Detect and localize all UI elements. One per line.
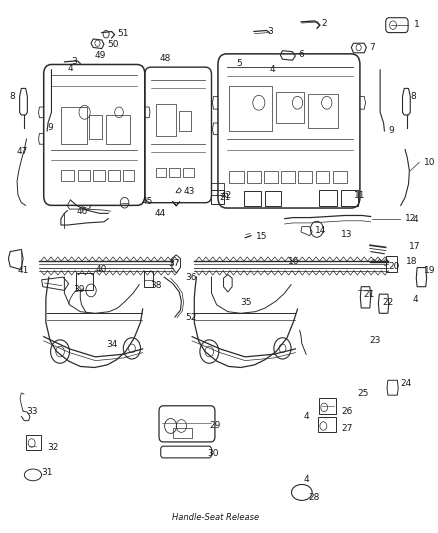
Bar <box>211 190 224 204</box>
Text: 5: 5 <box>237 59 242 68</box>
Text: 3: 3 <box>268 27 273 36</box>
Bar <box>26 435 41 450</box>
Bar <box>265 191 281 206</box>
Text: 17: 17 <box>410 242 421 251</box>
Text: 7: 7 <box>369 43 375 52</box>
Bar <box>144 271 153 287</box>
Bar <box>264 171 278 182</box>
Text: 50: 50 <box>107 40 119 49</box>
Text: 31: 31 <box>42 469 53 477</box>
Text: 16: 16 <box>288 257 300 265</box>
Text: 34: 34 <box>106 340 118 349</box>
Text: 4: 4 <box>303 412 309 421</box>
Text: 19: 19 <box>424 266 436 275</box>
Text: 10: 10 <box>424 158 436 167</box>
Text: 33: 33 <box>27 407 38 416</box>
Text: 2: 2 <box>321 19 327 28</box>
Bar <box>229 86 272 131</box>
Text: 32: 32 <box>47 443 59 452</box>
Bar <box>183 167 194 177</box>
Text: Handle-Seat Release: Handle-Seat Release <box>172 513 259 522</box>
Bar <box>298 171 312 182</box>
Bar <box>108 169 120 181</box>
Text: 44: 44 <box>155 209 166 218</box>
Text: 20: 20 <box>388 262 399 271</box>
Text: 26: 26 <box>342 407 353 416</box>
Text: 51: 51 <box>117 29 128 38</box>
Text: 42: 42 <box>220 191 231 200</box>
Text: 25: 25 <box>357 389 368 398</box>
Bar <box>78 169 90 181</box>
Text: 40: 40 <box>95 265 107 274</box>
Bar <box>386 256 397 272</box>
Bar <box>89 115 102 139</box>
Bar <box>319 398 336 414</box>
Bar <box>155 104 176 136</box>
Text: 8: 8 <box>411 92 417 101</box>
Text: 4: 4 <box>303 475 309 483</box>
Text: 4: 4 <box>413 215 418 224</box>
Bar <box>319 190 337 206</box>
Text: 18: 18 <box>406 257 417 265</box>
Text: 4: 4 <box>413 295 418 304</box>
Text: 4: 4 <box>67 64 73 73</box>
Bar <box>244 191 261 206</box>
Text: 9: 9 <box>47 123 53 132</box>
Text: 12: 12 <box>405 214 417 223</box>
Bar <box>179 111 191 131</box>
Text: 37: 37 <box>169 259 180 268</box>
Bar <box>341 190 358 206</box>
Text: 1: 1 <box>413 20 420 29</box>
Bar <box>173 428 192 438</box>
Text: 38: 38 <box>150 281 162 290</box>
Text: 8: 8 <box>9 92 15 101</box>
Bar <box>61 169 74 181</box>
Text: 48: 48 <box>160 54 171 62</box>
Text: 52: 52 <box>186 313 197 322</box>
Text: 15: 15 <box>256 232 267 241</box>
Text: 22: 22 <box>383 298 394 307</box>
Text: 29: 29 <box>210 422 221 431</box>
Text: 28: 28 <box>308 492 320 502</box>
Text: 21: 21 <box>364 289 375 298</box>
Text: 13: 13 <box>341 230 352 239</box>
Bar <box>170 167 180 177</box>
Text: 35: 35 <box>240 298 252 307</box>
Text: 21: 21 <box>219 193 231 202</box>
Text: 4: 4 <box>269 66 275 74</box>
Text: 23: 23 <box>369 336 381 345</box>
Text: 30: 30 <box>207 449 219 458</box>
Text: 43: 43 <box>184 187 195 196</box>
Text: 27: 27 <box>342 424 353 433</box>
Text: 36: 36 <box>185 273 196 281</box>
Text: 47: 47 <box>17 147 28 156</box>
Bar <box>106 115 130 144</box>
Bar <box>333 171 346 182</box>
Text: 24: 24 <box>401 379 412 388</box>
Bar <box>318 417 336 432</box>
Bar <box>316 171 329 182</box>
Text: 39: 39 <box>73 285 85 294</box>
Text: 3: 3 <box>72 58 78 66</box>
Bar <box>212 183 223 195</box>
Text: 49: 49 <box>95 52 106 60</box>
Bar <box>247 171 261 182</box>
Bar <box>308 94 339 128</box>
Text: 46: 46 <box>76 207 88 216</box>
Bar <box>93 169 105 181</box>
Bar <box>76 273 93 290</box>
Bar <box>155 167 166 177</box>
Text: 14: 14 <box>315 226 326 235</box>
Bar <box>61 107 87 144</box>
Text: 45: 45 <box>142 197 153 206</box>
Text: 11: 11 <box>353 191 365 200</box>
Bar <box>281 171 295 182</box>
Text: 6: 6 <box>299 51 304 59</box>
Text: 9: 9 <box>388 126 394 135</box>
Bar <box>276 92 304 123</box>
Text: 41: 41 <box>18 266 29 275</box>
Bar <box>124 169 134 181</box>
Bar <box>229 171 244 182</box>
